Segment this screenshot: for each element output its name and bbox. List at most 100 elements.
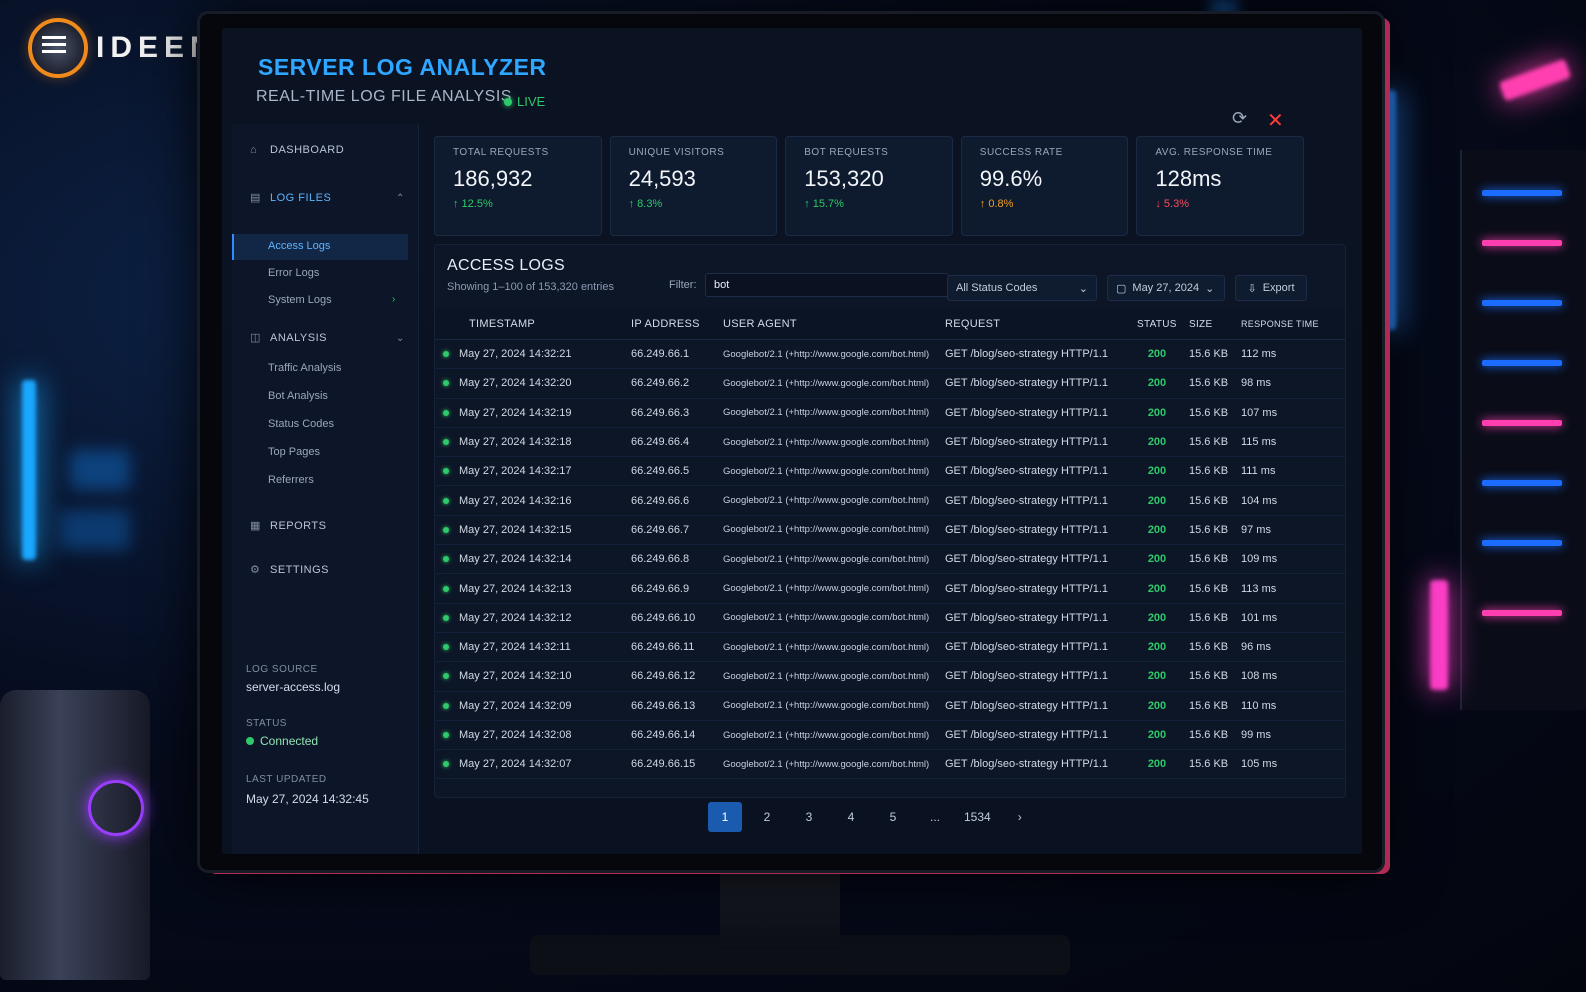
- status-dot-icon: [443, 439, 449, 446]
- col-ip-address[interactable]: IP ADDRESS: [625, 309, 717, 340]
- sidebar-item-top-pages[interactable]: Top Pages: [268, 446, 320, 458]
- table-header: TIMESTAMP IP ADDRESS USER AGENT REQUEST …: [435, 309, 1345, 340]
- table-row[interactable]: May 27, 2024 14:32:15 66.249.66.7 Googlebo…: [435, 515, 1345, 546]
- cell-status: 200: [1131, 720, 1183, 751]
- page-button[interactable]: 4: [847, 810, 855, 824]
- home-icon: ⌂: [250, 144, 258, 156]
- stat-change: ↑ 0.8%: [979, 198, 1014, 210]
- table-row[interactable]: May 27, 2024 14:32:20 66.249.66.2 Googlebo…: [435, 368, 1345, 399]
- page-button[interactable]: 2: [763, 810, 771, 824]
- cell-size: 15.6 KB: [1183, 603, 1235, 633]
- stat-value: 186,932: [453, 166, 533, 191]
- cell-user-agent: Googlebot/2.1 (+http://www.google.com/bo…: [717, 427, 939, 458]
- stat-card-avg-response-time: AVG. RESPONSE TIME 128ms ↓ 5.3%: [1136, 136, 1304, 236]
- table-row[interactable]: May 27, 2024 14:32:14 66.249.66.8 Googlebo…: [435, 544, 1345, 575]
- page-button[interactable]: 3: [805, 810, 813, 824]
- timestamp-text: May 27, 2024 14:32:18: [459, 436, 572, 449]
- table-row[interactable]: May 27, 2024 14:32:21 66.249.66.1 Googlebo…: [435, 339, 1345, 370]
- panel-title: ACCESS LOGS: [447, 257, 566, 274]
- cell-request: GET /blog/seo-strategy HTTP/1.1: [939, 544, 1131, 575]
- table-row[interactable]: May 27, 2024 14:32:09 66.249.66.13 Googleb…: [435, 691, 1345, 721]
- stat-label: TOTAL REQUESTS: [453, 147, 549, 158]
- sidebar-item-referrers[interactable]: Referrers: [268, 474, 314, 486]
- cell-ip-address: 66.249.66.5: [625, 456, 717, 487]
- export-button[interactable]: ⇩ Export: [1235, 275, 1307, 301]
- stat-change: ↑ 12.5%: [453, 198, 493, 210]
- close-icon[interactable]: ✕: [1267, 110, 1284, 132]
- refresh-icon[interactable]: ⟳: [1232, 108, 1248, 128]
- page-button[interactable]: 5: [889, 810, 897, 824]
- table-row[interactable]: May 27, 2024 14:32:08 66.249.66.14 Googleb…: [435, 720, 1345, 751]
- timestamp-text: May 27, 2024 14:32:11: [459, 641, 571, 654]
- sidebar-item-access-logs[interactable]: Access Logs: [268, 240, 331, 252]
- col-user-agent[interactable]: USER AGENT: [717, 309, 939, 340]
- col-size[interactable]: SIZE: [1183, 309, 1235, 340]
- cell-timestamp: May 27, 2024 14:32:13: [435, 573, 625, 604]
- col-timestamp[interactable]: TIMESTAMP: [435, 309, 625, 340]
- stats-row: TOTAL REQUESTS 186,932 ↑ 12.5% UNIQUE VI…: [434, 136, 1304, 236]
- sidebar-item-system-logs[interactable]: System Logs: [268, 294, 332, 306]
- cell-ip-address: 66.249.66.10: [625, 603, 717, 633]
- table-row[interactable]: May 27, 2024 14:32:10 66.249.66.12 Googleb…: [435, 661, 1345, 692]
- timestamp-text: May 27, 2024 14:32:12: [459, 611, 572, 624]
- col-status[interactable]: STATUS: [1131, 309, 1183, 340]
- server-rack: [1460, 150, 1586, 710]
- nav-reports[interactable]: ▦ REPORTS: [250, 520, 326, 532]
- col-response-time[interactable]: RESPONSE TIME: [1235, 309, 1345, 340]
- active-item-highlight: [232, 234, 408, 260]
- monitor: SERVER LOG ANALYZER REAL-TIME LOG FILE A…: [200, 14, 1382, 870]
- sidebar-item-error-logs[interactable]: Error Logs: [268, 267, 320, 279]
- stat-card-unique-visitors: UNIQUE VISITORS 24,593 ↑ 8.3%: [609, 136, 778, 236]
- table-row[interactable]: May 27, 2024 14:32:18 66.249.66.4 Googlebo…: [435, 427, 1345, 458]
- cell-response-time: 105 ms: [1235, 749, 1345, 780]
- stat-change: ↑ 8.3%: [628, 198, 663, 210]
- date-select[interactable]: ▢ May 27, 2024 ⌄: [1107, 275, 1225, 301]
- background-light: [1380, 90, 1396, 330]
- status-dot-icon: [443, 585, 449, 592]
- sidebar-item-status-codes[interactable]: Status Codes: [268, 418, 335, 430]
- next-page-icon[interactable]: ›: [1017, 810, 1022, 824]
- cell-request: GET /blog/seo-strategy HTTP/1.1: [939, 573, 1131, 604]
- page-button[interactable]: ...: [929, 810, 940, 824]
- nav-log-files[interactable]: ▤ LOG FILES ⌃: [250, 192, 404, 204]
- cell-status: 200: [1131, 544, 1183, 575]
- cell-request: GET /blog/seo-strategy HTTP/1.1: [939, 368, 1131, 399]
- status-code-select[interactable]: All Status Codes ⌄: [947, 275, 1097, 301]
- filter-input[interactable]: [705, 273, 949, 297]
- nav-dashboard[interactable]: ⌂ DASHBOARD: [250, 144, 344, 156]
- cell-timestamp: May 27, 2024 14:32:17: [435, 456, 625, 487]
- table-row[interactable]: May 27, 2024 14:32:19 66.249.66.3 Googlebo…: [435, 398, 1345, 428]
- cell-user-agent: Googlebot/2.1 (+http://www.google.com/bo…: [717, 603, 939, 633]
- table-row[interactable]: May 27, 2024 14:32:07 66.249.66.15 Googleb…: [435, 749, 1345, 780]
- live-indicator: LIVE: [504, 94, 545, 109]
- cell-ip-address: 66.249.66.7: [625, 515, 717, 546]
- timestamp-text: May 27, 2024 14:32:21: [459, 348, 572, 361]
- cell-request: GET /blog/seo-strategy HTTP/1.1: [939, 456, 1131, 487]
- sidebar-item-traffic-analysis[interactable]: Traffic Analysis: [268, 362, 342, 374]
- last-updated-value: May 27, 2024 14:32:45: [246, 792, 369, 806]
- logs-table-body: May 27, 2024 14:32:21 66.249.66.1 Googlebo…: [435, 339, 1345, 780]
- cell-user-agent: Googlebot/2.1 (+http://www.google.com/bo…: [717, 515, 939, 546]
- cell-timestamp: May 27, 2024 14:32:21: [435, 339, 625, 370]
- calendar-icon: ▢: [1116, 282, 1127, 295]
- cell-user-agent: Googlebot/2.1 (+http://www.google.com/bo…: [717, 485, 939, 516]
- nav-analysis[interactable]: ◫ ANALYSIS ⌄: [250, 332, 404, 344]
- cell-timestamp: May 27, 2024 14:32:11: [435, 632, 625, 663]
- page-button[interactable]: 1: [708, 802, 742, 832]
- page-button[interactable]: 1534: [964, 810, 991, 824]
- table-row[interactable]: May 27, 2024 14:32:16 66.249.66.6 Googlebo…: [435, 485, 1345, 516]
- stat-label: BOT REQUESTS: [804, 147, 889, 158]
- cell-ip-address: 66.249.66.3: [625, 398, 717, 428]
- table-row[interactable]: May 27, 2024 14:32:17 66.249.66.5 Googlebo…: [435, 456, 1345, 487]
- table-row[interactable]: May 27, 2024 14:32:13 66.249.66.9 Googlebo…: [435, 573, 1345, 604]
- table-row[interactable]: May 27, 2024 14:32:12 66.249.66.10 Googleb…: [435, 603, 1345, 633]
- cell-status: 200: [1131, 573, 1183, 604]
- table-row[interactable]: May 27, 2024 14:32:11 66.249.66.11 Googleb…: [435, 632, 1345, 663]
- stat-label: UNIQUE VISITORS: [628, 147, 725, 158]
- status-dot-icon: [443, 526, 449, 533]
- col-request[interactable]: REQUEST: [939, 309, 1131, 340]
- nav-settings[interactable]: ⚙ SETTINGS: [250, 564, 329, 576]
- stat-change: ↓ 5.3%: [1155, 198, 1190, 210]
- can-logo: [88, 780, 144, 836]
- sidebar-item-bot-analysis[interactable]: Bot Analysis: [268, 390, 328, 402]
